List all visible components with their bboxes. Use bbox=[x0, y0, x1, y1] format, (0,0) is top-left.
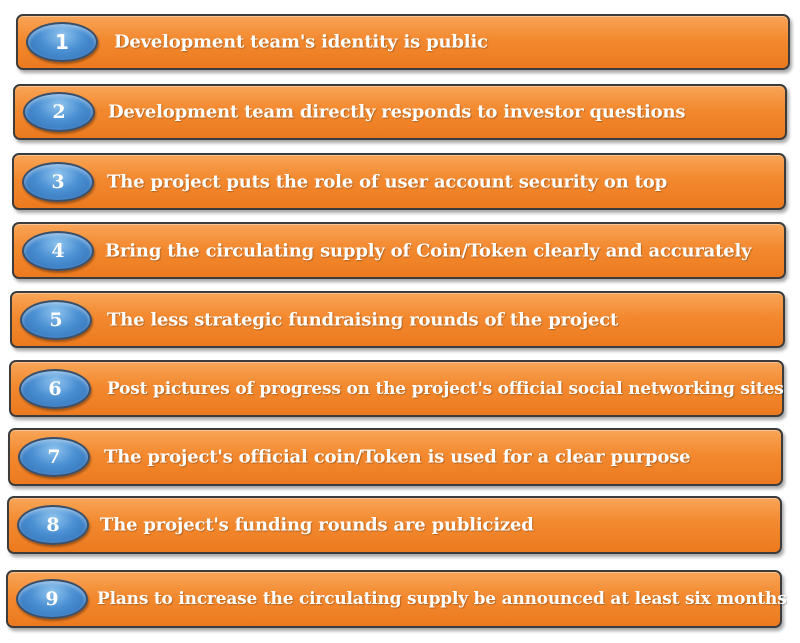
number-badge: 6 bbox=[19, 368, 91, 409]
list-item-4: 4 Bring the circulating supply of Coin/T… bbox=[12, 222, 786, 279]
item-text: Plans to increase the circulating supply… bbox=[97, 589, 787, 609]
list-item-2: 2 Development team directly responds to … bbox=[13, 84, 787, 140]
item-text: Bring the circulating supply of Coin/Tok… bbox=[105, 240, 752, 261]
number-badge: 4 bbox=[22, 230, 94, 271]
number-badge: 1 bbox=[26, 22, 98, 62]
item-text: Development team directly responds to in… bbox=[108, 101, 686, 123]
number-badge: 8 bbox=[17, 505, 89, 545]
number-badge: 7 bbox=[18, 437, 90, 477]
item-text: The project puts the role of user accoun… bbox=[107, 171, 667, 192]
item-text: Post pictures of progress on the project… bbox=[107, 378, 784, 399]
list-item-3: 3 The project puts the role of user acco… bbox=[12, 153, 786, 210]
number-badge: 9 bbox=[16, 579, 88, 619]
number-badge: 2 bbox=[23, 92, 95, 132]
list-item-6: 6 Post pictures of progress on the proje… bbox=[9, 360, 784, 417]
number-badge: 3 bbox=[22, 161, 94, 202]
list-item-8: 8 The project's funding rounds are publi… bbox=[7, 496, 782, 554]
item-text: Development team's identity is public bbox=[114, 31, 488, 53]
list-item-1: 1 Development team's identity is public bbox=[16, 14, 790, 70]
number-badge: 5 bbox=[20, 299, 92, 340]
list-item-7: 7 The project's official coin/Token is u… bbox=[8, 428, 783, 486]
list-item-5: 5 The less strategic fundraising rounds … bbox=[10, 291, 785, 348]
item-text: The project's official coin/Token is use… bbox=[104, 446, 691, 468]
item-text: The less strategic fundraising rounds of… bbox=[107, 309, 619, 330]
list-item-9: 9 Plans to increase the circulating supp… bbox=[6, 570, 787, 628]
item-text: The project's funding rounds are publici… bbox=[100, 514, 534, 536]
